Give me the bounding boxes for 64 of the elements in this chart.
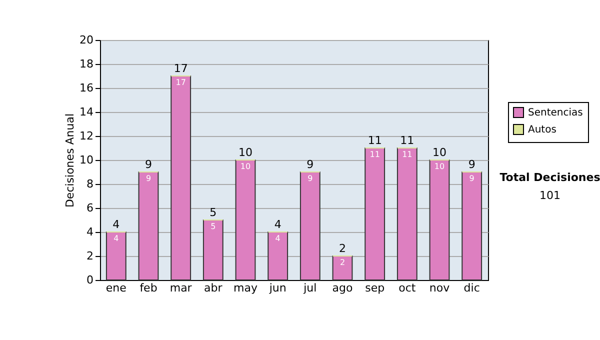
x-tick-label: nov: [429, 282, 450, 294]
data-label: 10: [240, 162, 251, 171]
y-tick-label: 20: [80, 34, 94, 46]
y-tick-label: 12: [80, 130, 94, 142]
data-label: 11: [402, 150, 412, 159]
x-tick-label: abr: [204, 282, 223, 294]
x-tick-label: jul: [302, 282, 317, 294]
data-label: 5: [210, 222, 216, 231]
total-label: 9: [468, 158, 476, 171]
y-tick-label: 18: [80, 58, 94, 70]
total-label: 11: [400, 134, 414, 147]
data-label: 11: [370, 150, 380, 159]
data-label: 17: [176, 78, 186, 87]
y-tick-label: 2: [86, 250, 94, 262]
y-tick-label: 4: [86, 226, 94, 238]
x-tick-label: mar: [170, 282, 192, 294]
total-label: 17: [174, 62, 188, 75]
legend-label: Sentencias: [528, 108, 583, 118]
x-tick-label: ene: [106, 282, 127, 294]
bar: [235, 160, 256, 280]
x-tick-label: jun: [268, 282, 286, 294]
bar: [332, 256, 353, 280]
bar: [138, 172, 159, 280]
total-label: 4: [274, 218, 282, 231]
y-tick-label: 0: [86, 274, 94, 286]
total-label: 9: [306, 158, 314, 171]
data-label: 4: [275, 234, 280, 243]
y-tick-label: 6: [86, 202, 94, 214]
total-label: 2: [339, 242, 346, 255]
y-tick-label: 14: [80, 106, 94, 118]
total-label: 5: [210, 206, 217, 219]
total-label: 4: [112, 218, 120, 231]
total-label: 10: [238, 146, 252, 159]
bar: [462, 172, 482, 280]
data-label: 4: [114, 234, 119, 243]
data-label: 10: [434, 162, 445, 171]
x-tick-label: sep: [365, 282, 385, 294]
bar: [364, 148, 386, 280]
y-tick-label: 10: [80, 154, 94, 166]
text: Total Decisiones: [500, 171, 600, 184]
text: 101: [540, 189, 560, 202]
data-label: 9: [308, 174, 313, 183]
y-axis-title: Decisiones Anual: [64, 113, 77, 208]
y-tick-label: 16: [80, 82, 94, 94]
bar: [429, 160, 450, 280]
data-label: 9: [146, 174, 152, 183]
legend-label: Autos: [528, 124, 556, 136]
data-label: 9: [469, 174, 474, 183]
y-tick-label: 8: [86, 178, 94, 190]
x-tick-label: dic: [464, 282, 480, 294]
total-label: 10: [432, 146, 446, 159]
bar: [300, 172, 320, 280]
bar: [202, 220, 224, 280]
total-label: 11: [368, 134, 382, 147]
total-label: 9: [145, 158, 152, 171]
bar: [170, 76, 192, 280]
x-tick-label: feb: [140, 282, 158, 294]
bar: [268, 232, 288, 280]
x-tick-label: oct: [398, 282, 416, 294]
x-tick-label: may: [234, 282, 258, 294]
bar: [106, 232, 126, 280]
data-label: 2: [340, 258, 346, 267]
x-tick-label: ago: [332, 282, 353, 294]
bar: [396, 148, 418, 280]
